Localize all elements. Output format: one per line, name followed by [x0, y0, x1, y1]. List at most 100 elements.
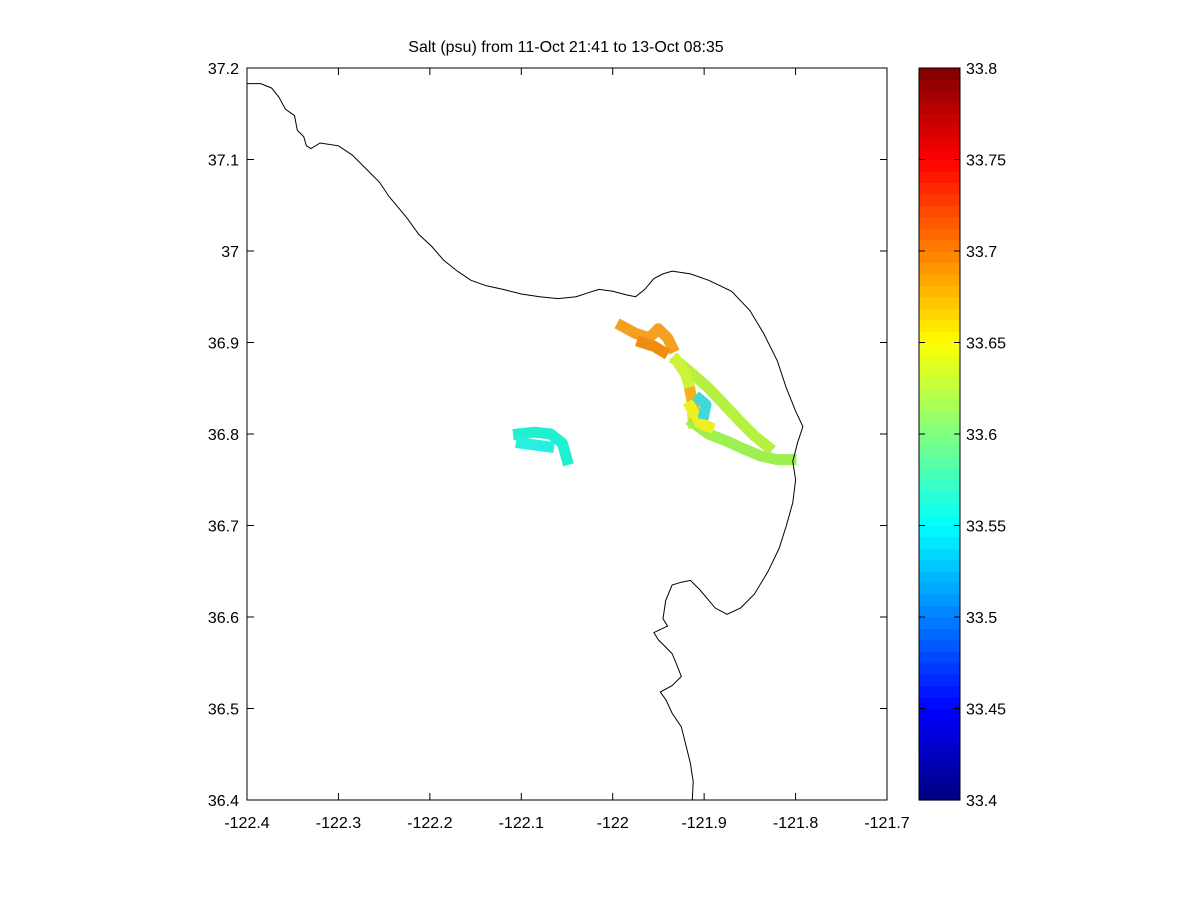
- y-tick-label: 36.8: [208, 427, 239, 444]
- x-tick-label: -122.4: [224, 815, 269, 832]
- y-tick-label: 36.9: [208, 336, 239, 353]
- colorbar-band: [919, 148, 960, 161]
- colorbar-band: [919, 216, 960, 229]
- colorbar-band: [919, 170, 960, 183]
- colorbar-band: [919, 708, 960, 721]
- x-tick-label: -122.1: [499, 815, 544, 832]
- y-tick-label: 36.5: [208, 702, 239, 719]
- track-segment: [691, 391, 712, 421]
- colorbar-band: [919, 719, 960, 732]
- y-tick-label: 37.2: [208, 61, 239, 78]
- colorbar-band: [919, 468, 960, 481]
- map-frame: [246, 67, 888, 801]
- colorbar-band: [919, 502, 960, 515]
- colorbar-band: [919, 228, 960, 241]
- colorbar-band: [919, 628, 960, 641]
- x-tick-label: -121.9: [681, 815, 726, 832]
- coastline: [247, 83, 804, 801]
- colorbar-band: [919, 456, 960, 469]
- colorbar-ticks: 33.4 33.45 33.5 33.55 33.6 33.65 33.7 33.75 33.8: [919, 61, 1006, 810]
- colorbar-band: [919, 777, 960, 790]
- x-tick-label: -122: [597, 815, 629, 832]
- colorbar-tick-label: 33.45: [966, 702, 1006, 719]
- y-tick-label: 37: [221, 244, 239, 261]
- colorbar-band: [919, 571, 960, 584]
- y-tick-label: 36.6: [208, 610, 239, 627]
- colorbar-band: [919, 685, 960, 698]
- colorbar-band: [919, 251, 960, 264]
- colorbar-tick-label: 33.75: [966, 153, 1006, 170]
- colorbar-band: [919, 331, 960, 344]
- colorbar-band: [919, 445, 960, 458]
- colorbar-band: [919, 308, 960, 321]
- colorbar-band: [919, 605, 960, 618]
- y-tick-label: 36.4: [208, 793, 239, 810]
- x-tick-label: -121.8: [773, 815, 818, 832]
- colorbar-band: [919, 353, 960, 366]
- plot-title: Salt (psu) from 11-Oct 21:41 to 13-Oct 0…: [408, 39, 724, 56]
- map-panel: -122.4 -122.3 -122.2 -122.1 -122 -121.9 -121.8…: [208, 61, 910, 832]
- colorbar-band: [919, 193, 960, 206]
- colorbar-band: [919, 594, 960, 607]
- colorbar-band: [919, 559, 960, 572]
- colorbar-band: [919, 536, 960, 549]
- colorbar-band: [919, 491, 960, 504]
- ship-track: [512, 318, 797, 467]
- track-segment: [685, 415, 797, 466]
- colorbar-band: [919, 674, 960, 687]
- colorbar-band: [919, 639, 960, 652]
- colorbar-band: [919, 399, 960, 412]
- y-tick-label: 37.1: [208, 153, 239, 170]
- colorbar-tick-label: 33.65: [966, 336, 1006, 353]
- colorbar: 33.4 33.45 33.5 33.55 33.6 33.65 33.7 33.75 33.8: [918, 61, 1006, 810]
- colorbar-band: [919, 319, 960, 332]
- colorbar-band: [919, 285, 960, 298]
- colorbar-band: [919, 125, 960, 138]
- colorbar-gradient: [919, 68, 960, 801]
- colorbar-band: [919, 262, 960, 275]
- colorbar-band: [919, 102, 960, 115]
- colorbar-band: [919, 582, 960, 595]
- colorbar-tick-label: 33.55: [966, 519, 1006, 536]
- colorbar-band: [919, 411, 960, 424]
- x-tick-label: -121.7: [864, 815, 909, 832]
- y-tick-label: 36.7: [208, 519, 239, 536]
- x-axis: -122.4 -122.3 -122.2 -122.1 -122 -121.9 -121.8…: [224, 68, 910, 832]
- colorbar-band: [919, 113, 960, 126]
- colorbar-band: [919, 342, 960, 355]
- track-segment: [512, 426, 574, 467]
- track-segment: [515, 437, 555, 453]
- colorbar-band: [919, 376, 960, 389]
- colorbar-band: [919, 697, 960, 710]
- track-segment: [668, 353, 776, 455]
- colorbar-band: [919, 651, 960, 664]
- colorbar-band: [919, 788, 960, 801]
- y-axis: 36.4 36.5 36.6 36.7 36.8 36.9 37 37.1 37.2: [208, 61, 887, 810]
- colorbar-band: [919, 239, 960, 252]
- colorbar-tick-label: 33.6: [966, 427, 997, 444]
- colorbar-band: [919, 273, 960, 286]
- colorbar-band: [919, 182, 960, 195]
- colorbar-band: [919, 68, 960, 81]
- track-segment: [682, 399, 716, 434]
- track-segment: [635, 335, 671, 360]
- colorbar-band: [919, 731, 960, 744]
- colorbar-tick-label: 33.7: [966, 244, 997, 261]
- track-segment: [614, 318, 680, 355]
- x-tick-label: -122.3: [316, 815, 361, 832]
- colorbar-band: [919, 514, 960, 527]
- colorbar-band: [919, 388, 960, 401]
- colorbar-band: [919, 662, 960, 675]
- colorbar-band: [919, 617, 960, 630]
- x-tick-label: -122.2: [407, 815, 452, 832]
- colorbar-tick-label: 33.8: [966, 61, 997, 78]
- colorbar-band: [919, 90, 960, 103]
- colorbar-band: [919, 365, 960, 378]
- colorbar-band: [919, 479, 960, 492]
- colorbar-band: [919, 79, 960, 92]
- colorbar-band: [919, 296, 960, 309]
- colorbar-band: [919, 742, 960, 755]
- colorbar-band: [919, 754, 960, 767]
- colorbar-band: [919, 205, 960, 218]
- colorbar-band: [919, 765, 960, 778]
